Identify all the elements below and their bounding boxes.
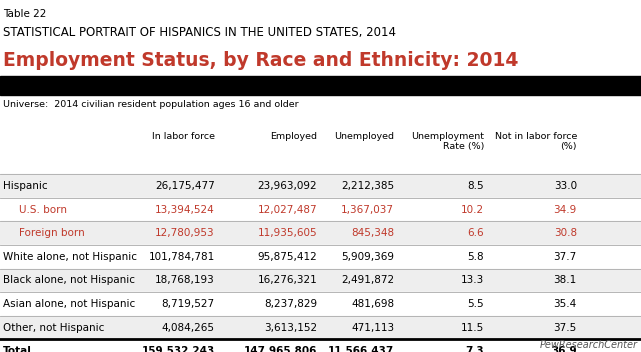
Text: 3,613,152: 3,613,152 [264, 322, 317, 333]
Bar [0, 339, 641, 352]
Text: 10.2: 10.2 [461, 205, 484, 215]
Text: 18,768,193: 18,768,193 [155, 275, 215, 285]
Text: 7.3: 7.3 [465, 346, 484, 352]
Bar [0, 174, 641, 198]
Text: 12,780,953: 12,780,953 [155, 228, 215, 238]
Text: 26,175,477: 26,175,477 [155, 181, 215, 191]
Text: Asian alone, not Hispanic: Asian alone, not Hispanic [3, 299, 135, 309]
Text: 12,027,487: 12,027,487 [258, 205, 317, 215]
Text: U.S. born: U.S. born [19, 205, 67, 215]
Bar [0, 316, 641, 339]
Bar [0, 269, 641, 292]
Text: 13,394,524: 13,394,524 [155, 205, 215, 215]
Text: 101,784,781: 101,784,781 [149, 252, 215, 262]
Text: 147,965,806: 147,965,806 [244, 346, 317, 352]
Text: Employed: Employed [271, 132, 317, 141]
Text: 471,113: 471,113 [351, 322, 394, 333]
Text: 35.4: 35.4 [554, 299, 577, 309]
Text: 2,491,872: 2,491,872 [341, 275, 394, 285]
Text: 23,963,092: 23,963,092 [258, 181, 317, 191]
Text: 1,367,037: 1,367,037 [341, 205, 394, 215]
Text: Black alone, not Hispanic: Black alone, not Hispanic [3, 275, 135, 285]
Text: 8,719,527: 8,719,527 [162, 299, 215, 309]
Text: 6.6: 6.6 [467, 228, 484, 238]
Text: 159,532,243: 159,532,243 [142, 346, 215, 352]
Text: Unemployment
Rate (%): Unemployment Rate (%) [411, 132, 484, 151]
Text: 13.3: 13.3 [461, 275, 484, 285]
Text: 11,566,437: 11,566,437 [328, 346, 394, 352]
Text: 33.0: 33.0 [554, 181, 577, 191]
Text: Hispanic: Hispanic [3, 181, 48, 191]
Text: 481,698: 481,698 [351, 299, 394, 309]
Text: Employment Status, by Race and Ethnicity: 2014: Employment Status, by Race and Ethnicity… [3, 51, 519, 70]
Bar [0, 198, 641, 221]
Text: Total: Total [3, 346, 32, 352]
Text: 5.5: 5.5 [467, 299, 484, 309]
Text: Other, not Hispanic: Other, not Hispanic [3, 322, 104, 333]
Text: Not in labor force
(%): Not in labor force (%) [494, 132, 577, 151]
Bar [0, 221, 641, 245]
Text: 11.5: 11.5 [461, 322, 484, 333]
Bar [0, 245, 641, 269]
Bar [0, 76, 641, 95]
Text: 36.9: 36.9 [551, 346, 577, 352]
Text: 16,276,321: 16,276,321 [258, 275, 317, 285]
Text: 95,875,412: 95,875,412 [258, 252, 317, 262]
Text: 11,935,605: 11,935,605 [258, 228, 317, 238]
Text: Unemployed: Unemployed [334, 132, 394, 141]
Text: STATISTICAL PORTRAIT OF HISPANICS IN THE UNITED STATES, 2014: STATISTICAL PORTRAIT OF HISPANICS IN THE… [3, 26, 396, 39]
Text: Foreign born: Foreign born [19, 228, 85, 238]
Text: 8.5: 8.5 [467, 181, 484, 191]
Text: 37.7: 37.7 [554, 252, 577, 262]
Text: 5,909,369: 5,909,369 [341, 252, 394, 262]
Text: PewResearchCenter: PewResearchCenter [540, 340, 638, 350]
Text: 5.8: 5.8 [467, 252, 484, 262]
Text: 2,212,385: 2,212,385 [341, 181, 394, 191]
Text: In labor force: In labor force [152, 132, 215, 141]
Text: 845,348: 845,348 [351, 228, 394, 238]
Bar [0, 292, 641, 316]
Text: Table 22: Table 22 [3, 9, 47, 19]
Text: White alone, not Hispanic: White alone, not Hispanic [3, 252, 137, 262]
Text: 4,084,265: 4,084,265 [162, 322, 215, 333]
Text: 8,237,829: 8,237,829 [264, 299, 317, 309]
Text: Universe:  2014 civilian resident population ages 16 and older: Universe: 2014 civilian resident populat… [3, 100, 299, 109]
Text: 38.1: 38.1 [554, 275, 577, 285]
Text: 34.9: 34.9 [554, 205, 577, 215]
Text: 37.5: 37.5 [554, 322, 577, 333]
Text: 30.8: 30.8 [554, 228, 577, 238]
